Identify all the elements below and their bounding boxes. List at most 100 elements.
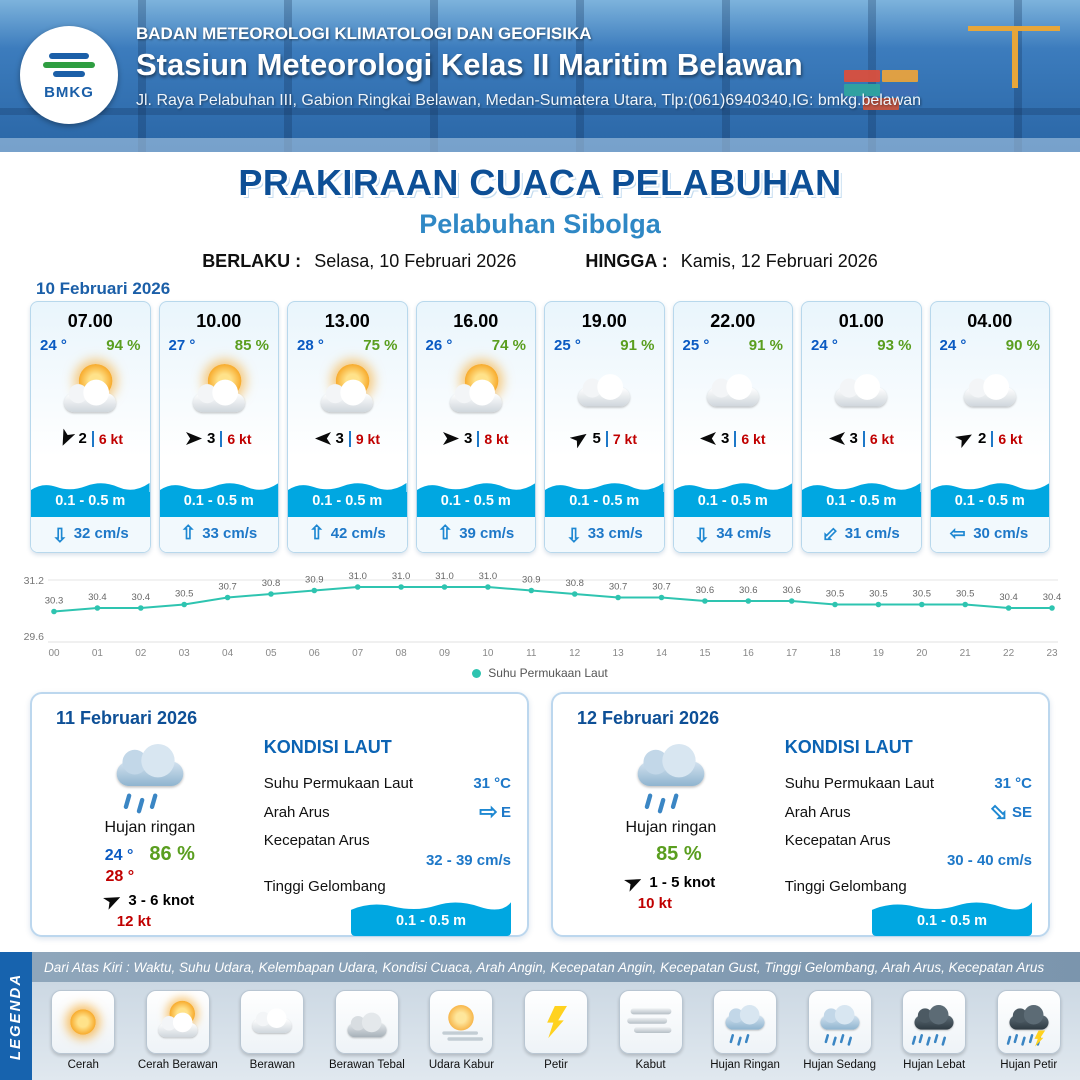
svg-text:30.7: 30.7 — [218, 582, 237, 593]
legend-item-box — [524, 990, 588, 1054]
berlaku-value: Selasa, 10 Februari 2026 — [314, 251, 517, 271]
forecast-cards-row: 07.00 24 ° 94 % 2 6 kt 0.1 - 0.5 m ⇧ 32 cm/s 10.… — [30, 301, 1050, 553]
sea-conditions: KONDISI LAUT Suhu Permukaan Laut 31 °C A… — [252, 731, 511, 936]
legend-item: Hujan Lebat — [889, 990, 980, 1071]
svg-text:21: 21 — [960, 648, 972, 659]
svg-text:12: 12 — [569, 648, 581, 659]
wave-height: 0.1 - 0.5 m — [930, 492, 1049, 517]
chart-legend: Suhu Permukaan Laut — [18, 666, 1062, 680]
current-speed-label: Kecepatan Arus — [263, 832, 370, 849]
current-direction-icon: ⇧ — [948, 525, 970, 542]
cloud-icon — [954, 361, 1026, 424]
gust-value: 8 kt — [477, 430, 508, 447]
legend-description: Dari Atas Kiri : Waktu, Suhu Udara, Kele… — [32, 952, 1080, 982]
wave-shape — [673, 483, 792, 492]
forecast-time: 10.00 — [196, 311, 242, 331]
wind-speed: 3 — [849, 430, 858, 447]
cloud-icon — [697, 361, 769, 424]
wind-direction-icon — [569, 429, 590, 449]
legend-item-box — [429, 990, 494, 1054]
wave-height: 0.1 - 0.5 m — [159, 492, 278, 517]
wave-height: 0.1 - 0.5 m — [31, 492, 150, 517]
forecast-time: 13.00 — [324, 311, 370, 331]
wave-height: 0.1 - 0.5 m — [288, 492, 407, 517]
legend-item: Cerah Berawan — [133, 990, 224, 1071]
wind-speed: 3 — [335, 430, 344, 447]
svg-text:30.5: 30.5 — [869, 589, 888, 600]
current-row: ⇧ 31 cm/s — [802, 517, 921, 552]
condition-text: Hujan ringan — [104, 819, 196, 836]
hingga-value: Kamis, 12 Februari 2026 — [680, 251, 878, 271]
wind-speed: 3 — [464, 430, 473, 447]
current-direction-icon: ⇧ — [51, 523, 68, 544]
svg-text:31.0: 31.0 — [435, 571, 454, 582]
day-card-weather: Hujan ringan 24 ° 86 % 28 ° 3 - 6 knot 1… — [48, 731, 252, 936]
forecast-card: 19.00 25 ° 91 % 5 7 kt 0.1 - 0.5 m ⇧ 33 cm/s — [544, 301, 665, 553]
current-row: ⇧ 33 cm/s — [159, 517, 278, 552]
day-card-date: 12 Februari 2026 — [577, 708, 720, 728]
legend-item-box — [807, 990, 872, 1054]
forecast-time: 01.00 — [838, 311, 884, 331]
legend-items-row: Cerah Cerah Berawan Berawan Berawan Tebal Ud… — [32, 982, 1080, 1080]
svg-text:06: 06 — [309, 648, 321, 659]
legend-item: Udara Kabur — [416, 990, 507, 1071]
svg-text:30.5: 30.5 — [913, 589, 932, 600]
legend-item: Hujan Petir — [983, 990, 1074, 1071]
wave-height: 0.1 - 0.5 m — [673, 492, 792, 517]
svg-text:08: 08 — [396, 648, 408, 659]
header-banner: BMKG BADAN METEOROLOGI KLIMATOLOGI DAN G… — [0, 0, 1080, 152]
svg-text:04: 04 — [222, 648, 234, 659]
wind-speed: 2 — [78, 430, 87, 447]
sea-title: KONDISI LAUT — [263, 737, 392, 757]
header-text: BADAN METEOROLOGI KLIMATOLOGI DAN GEOFIS… — [136, 24, 1064, 110]
legend-item-label: Berawan — [249, 1059, 296, 1071]
container-decor — [882, 70, 918, 82]
page-title: PRAKIRAAN CUACA PELABUHAN — [238, 162, 842, 203]
air-temp: 24 ° — [811, 337, 838, 354]
container-decor — [844, 84, 880, 96]
forecast-time: 16.00 — [453, 311, 499, 331]
svg-text:10: 10 — [482, 648, 494, 659]
rain-light-icon — [103, 732, 196, 814]
gust-value: 6 kt — [991, 430, 1022, 447]
current-speed: 30 cm/s — [973, 525, 1029, 542]
svg-text:30.4: 30.4 — [1043, 592, 1062, 603]
forecast-date: 10 Februari 2026 — [36, 279, 171, 298]
wind-range: 1 - 5 knot — [649, 874, 716, 891]
humidity: 93 % — [877, 337, 912, 354]
sea-conditions: KONDISI LAUT Suhu Permukaan Laut 31 °C A… — [773, 731, 1032, 936]
sun-cloud-icon — [440, 361, 512, 424]
wave-shape — [288, 483, 407, 492]
day-card: 12 Februari 2026 Hujan ringan 85 % 1 - 5… — [551, 692, 1050, 937]
forecast-card: 07.00 24 ° 94 % 2 6 kt 0.1 - 0.5 m ⇧ 32 cm/s — [30, 301, 151, 553]
legend-item: Kabut — [605, 990, 696, 1071]
wind-direction-icon — [624, 873, 644, 892]
svg-text:31.0: 31.0 — [348, 571, 367, 582]
bmkg-logo: BMKG — [20, 26, 118, 124]
svg-text:30.8: 30.8 — [565, 578, 584, 589]
org-name: BADAN METEOROLOGI KLIMATOLOGI DAN GEOFIS… — [136, 24, 592, 43]
wave-height-value: 0.1 - 0.5 m — [872, 912, 1032, 936]
current-speed: 39 cm/s — [459, 525, 515, 542]
svg-text:30.3: 30.3 — [45, 596, 64, 607]
humidity: 75 % — [363, 337, 398, 354]
legend-dot — [472, 668, 482, 678]
wind-speed: 2 — [978, 430, 987, 447]
legend-item: Petir — [511, 990, 602, 1071]
svg-text:30.6: 30.6 — [782, 585, 801, 596]
humidity: 85 % — [656, 843, 702, 865]
weather-icon-slot — [545, 354, 664, 430]
svg-text:15: 15 — [699, 648, 711, 659]
svg-text:07: 07 — [352, 648, 364, 659]
legend-item-label: Petir — [544, 1059, 568, 1071]
current-speed: 33 cm/s — [202, 525, 258, 542]
wave-shape — [930, 483, 1049, 492]
wind-range: 3 - 6 knot — [128, 892, 195, 909]
air-temp: 24 ° — [939, 337, 967, 354]
forecast-time: 22.00 — [710, 311, 756, 331]
berlaku-label: BERLAKU : — [202, 251, 302, 271]
wave-height: 0.1 - 0.5 m — [416, 492, 535, 517]
gust-value: 10 kt — [637, 895, 672, 912]
